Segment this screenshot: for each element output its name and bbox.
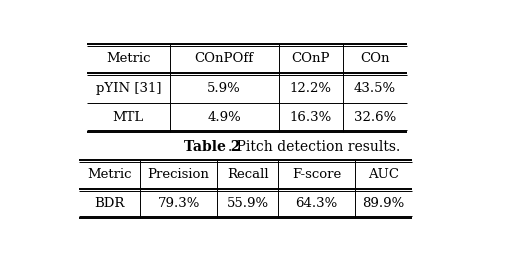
Text: Metric: Metric: [106, 52, 151, 66]
Bar: [87, 44, 406, 132]
Text: MTL: MTL: [113, 111, 144, 124]
Text: 32.6%: 32.6%: [354, 111, 396, 124]
Text: pYIN [31]: pYIN [31]: [96, 81, 161, 95]
Text: COn: COn: [360, 52, 389, 66]
Text: F-score: F-score: [292, 168, 341, 181]
Text: 55.9%: 55.9%: [227, 197, 269, 210]
Bar: [79, 160, 412, 218]
Text: COnP: COnP: [292, 52, 330, 66]
Text: Recall: Recall: [227, 168, 269, 181]
Text: AUC: AUC: [368, 168, 398, 181]
Text: Precision: Precision: [148, 168, 210, 181]
Text: 12.2%: 12.2%: [290, 81, 332, 95]
Text: COnPOff: COnPOff: [195, 52, 254, 66]
Text: 64.3%: 64.3%: [295, 197, 338, 210]
Text: 79.3%: 79.3%: [157, 197, 200, 210]
Text: 43.5%: 43.5%: [354, 81, 396, 95]
Text: 89.9%: 89.9%: [362, 197, 404, 210]
Text: Metric: Metric: [87, 168, 131, 181]
Text: 4.9%: 4.9%: [207, 111, 241, 124]
Text: 16.3%: 16.3%: [289, 111, 332, 124]
Text: BDR: BDR: [94, 197, 124, 210]
Text: Table 2: Table 2: [184, 140, 240, 154]
Text: . Pitch detection results.: . Pitch detection results.: [228, 140, 400, 154]
Text: 5.9%: 5.9%: [207, 81, 241, 95]
